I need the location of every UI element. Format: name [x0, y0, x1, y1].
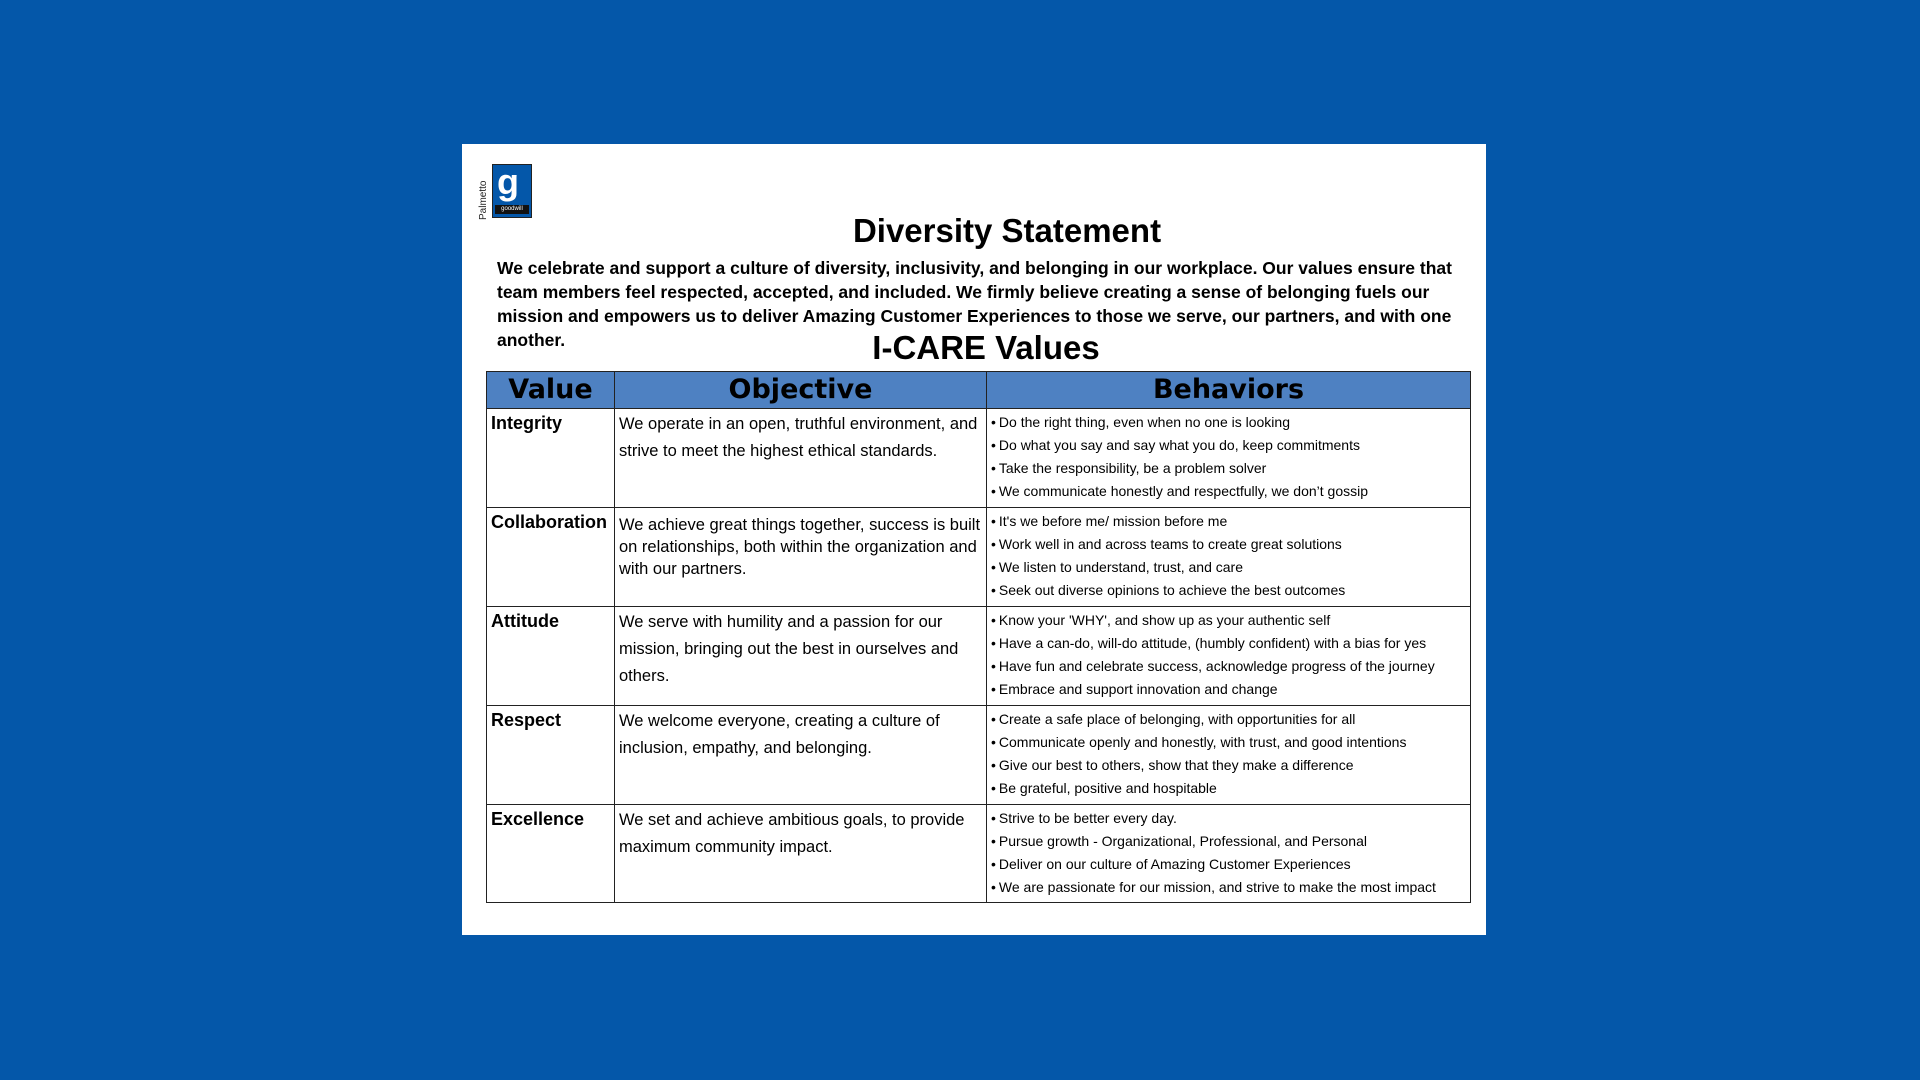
value-cell: Collaboration: [486, 507, 615, 607]
behavior-item: Work well in and across teams to create …: [991, 533, 1468, 556]
table-row: Collaboration We achieve great things to…: [486, 507, 1471, 607]
goodwill-logo: Palmetto g goodwill: [478, 161, 534, 224]
objective-cell: We achieve great things together, succes…: [614, 507, 987, 607]
behavior-item: Be grateful, positive and hospitable: [991, 777, 1468, 800]
behavior-item: We communicate honestly and respectfully…: [991, 480, 1468, 503]
behavior-item: Take the responsibility, be a problem so…: [991, 457, 1468, 480]
logo-word: goodwill: [495, 205, 529, 214]
behavior-item: Embrace and support innovation and chang…: [991, 678, 1468, 701]
behavior-item: Seek out diverse opinions to achieve the…: [991, 579, 1468, 602]
values-table: Value Objective Behaviors Integrity We o…: [486, 371, 1471, 903]
behaviors-list: Strive to be better every day. Pursue gr…: [991, 807, 1468, 899]
behavior-item: Have a can-do, will-do attitude, (humbly…: [991, 632, 1468, 655]
behavior-item: Strive to be better every day.: [991, 807, 1468, 830]
page-title: Diversity Statement: [852, 212, 1162, 249]
objective-cell: We serve with humility and a passion for…: [614, 606, 987, 706]
section-title: I-CARE Values: [872, 329, 1100, 366]
table-row: Excellence We set and achieve ambitious …: [486, 804, 1471, 903]
header-behaviors: Behaviors: [986, 371, 1471, 409]
objective-cell: We operate in an open, truthful environm…: [614, 408, 987, 508]
behaviors-cell: Create a safe place of belonging, with o…: [986, 705, 1471, 805]
logo-letter: g: [497, 161, 519, 202]
behaviors-cell: Do the right thing, even when no one is …: [986, 408, 1471, 508]
objective-cell: We set and achieve ambitious goals, to p…: [614, 804, 987, 903]
logo-badge: g goodwill: [492, 161, 532, 218]
behavior-item: Do what you say and say what you do, kee…: [991, 434, 1468, 457]
document-page: Palmetto g goodwill Diversity Statement …: [462, 144, 1486, 935]
table-row: Attitude We serve with humility and a pa…: [486, 606, 1471, 706]
behavior-item: Deliver on our culture of Amazing Custom…: [991, 853, 1468, 876]
table-row: Integrity We operate in an open, truthfu…: [486, 408, 1471, 508]
value-cell: Respect: [486, 705, 615, 805]
behaviors-cell: It's we before me/ mission before me Wor…: [986, 507, 1471, 607]
objective-cell: We welcome everyone, creating a culture …: [614, 705, 987, 805]
behavior-item: We listen to understand, trust, and care: [991, 556, 1468, 579]
behavior-item: Create a safe place of belonging, with o…: [991, 708, 1468, 731]
behavior-item: Have fun and celebrate success, acknowle…: [991, 655, 1468, 678]
behaviors-list: Create a safe place of belonging, with o…: [991, 708, 1468, 800]
table-header-row: Value Objective Behaviors: [486, 371, 1471, 409]
behavior-item: Pursue growth - Organizational, Professi…: [991, 830, 1468, 853]
behaviors-list: It's we before me/ mission before me Wor…: [991, 510, 1468, 602]
behavior-item: Communicate openly and honestly, with tr…: [991, 731, 1468, 754]
behavior-item: Do the right thing, even when no one is …: [991, 411, 1468, 434]
value-cell: Excellence: [486, 804, 615, 903]
behavior-item: We are passionate for our mission, and s…: [991, 876, 1468, 899]
behaviors-cell: Know your 'WHY', and show up as your aut…: [986, 606, 1471, 706]
intro-paragraph: We celebrate and support a culture of di…: [497, 258, 1452, 350]
header-objective: Objective: [614, 371, 987, 409]
behavior-item: Know your 'WHY', and show up as your aut…: [991, 609, 1468, 632]
value-cell: Integrity: [486, 408, 615, 508]
behaviors-list: Know your 'WHY', and show up as your aut…: [991, 609, 1468, 701]
behavior-item: Give our best to others, show that they …: [991, 754, 1468, 777]
value-cell: Attitude: [486, 606, 615, 706]
header-value: Value: [486, 371, 615, 409]
behaviors-cell: Strive to be better every day. Pursue gr…: [986, 804, 1471, 903]
table-row: Respect We welcome everyone, creating a …: [486, 705, 1471, 805]
behaviors-list: Do the right thing, even when no one is …: [991, 411, 1468, 503]
behavior-item: It's we before me/ mission before me: [991, 510, 1468, 533]
